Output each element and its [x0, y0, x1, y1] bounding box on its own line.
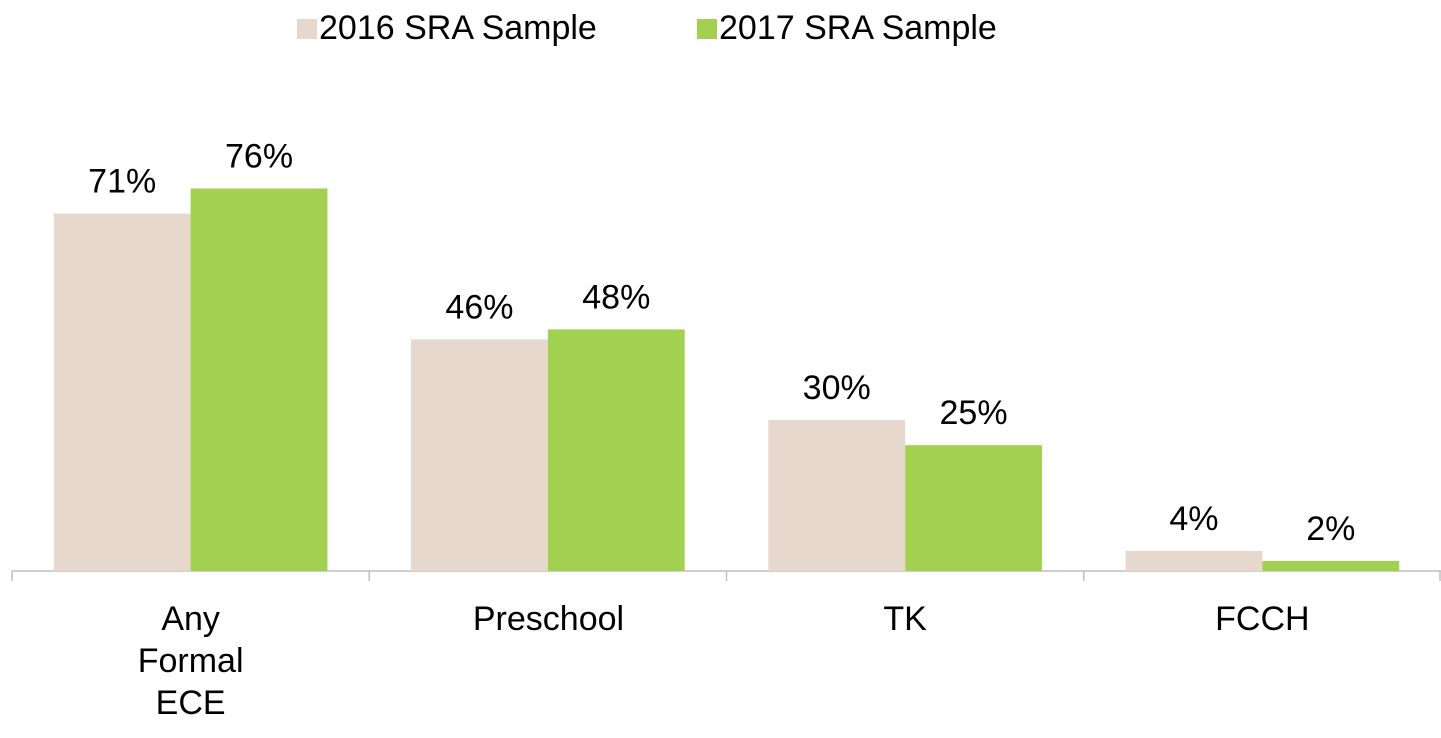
bar	[190, 188, 328, 571]
legend-label: 2016 SRA Sample	[319, 9, 597, 47]
bar	[905, 445, 1042, 571]
bar	[411, 339, 548, 571]
bar	[1125, 550, 1263, 571]
value-label: 2%	[1306, 510, 1355, 548]
value-label: 48%	[582, 278, 650, 316]
legend-label: 2017 SRA Sample	[719, 9, 997, 47]
legend-swatch	[297, 19, 317, 39]
bar	[53, 213, 191, 571]
value-label: 30%	[803, 369, 871, 407]
x-tick-label: Any Formal ECE	[137, 600, 244, 722]
bar	[1262, 560, 1400, 571]
value-label: 4%	[1169, 500, 1218, 538]
x-tick-label: TK	[883, 600, 927, 638]
value-label: 76%	[225, 137, 293, 175]
x-tick-label: Preschool	[472, 600, 625, 638]
value-label: 46%	[445, 288, 513, 326]
value-label: 25%	[940, 394, 1008, 432]
bar	[768, 420, 906, 571]
legend-swatch	[697, 19, 717, 39]
bar	[547, 329, 685, 571]
x-tick-label: FCCH	[1215, 600, 1310, 638]
value-label: 71%	[88, 163, 156, 201]
